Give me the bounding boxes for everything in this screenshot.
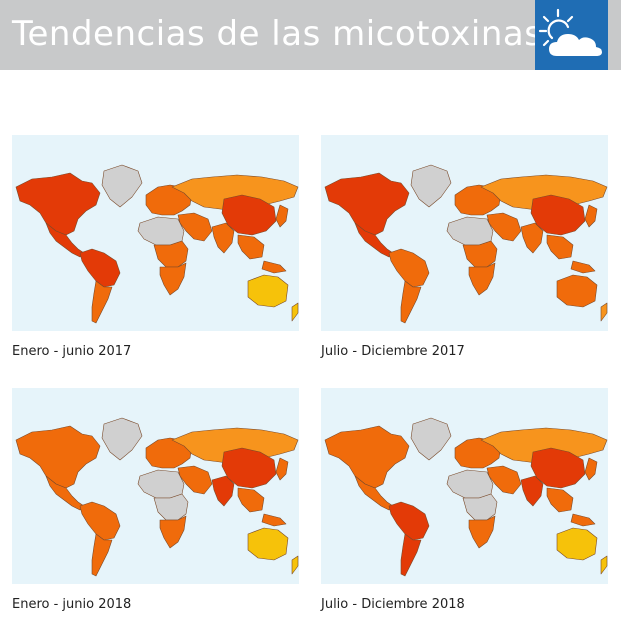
region-australia [247,274,289,308]
map-card: Julio - Diciembre 2018 [321,388,608,612]
region-europe [454,437,502,469]
region-greenland [101,164,143,208]
region-north-africa [446,216,494,246]
region-southern-africa [468,515,496,549]
region-southern-africa [468,262,496,296]
region-middle-east [177,465,213,495]
region-southern-africa [159,515,187,549]
region-central-africa [153,493,189,521]
map-caption: Julio - Diciembre 2018 [321,597,465,612]
region-greenland [101,417,143,461]
world-map [12,388,299,584]
region-greenland [410,417,452,461]
region-china [530,194,586,236]
map-card: Enero - junio 2017 [12,135,299,359]
region-russia [171,174,299,212]
region-north-america [15,172,101,236]
region-southeast-asia [546,487,596,527]
region-japan [584,457,598,481]
region-russia [480,427,608,465]
region-russia [171,427,299,465]
region-north-america [324,172,410,236]
map-caption: Enero - junio 2018 [12,597,132,612]
region-australia [556,527,598,561]
page-header: Tendencias de las micotoxinas [0,0,621,70]
region-south-america-north [388,501,430,541]
region-central-africa [462,240,498,268]
region-new-zealand [291,555,299,575]
world-map [321,135,608,331]
world-map [321,388,608,584]
region-south-america-south [400,533,422,577]
region-south-america-north [79,501,121,541]
sun-cloud-icon [538,8,602,56]
page-title: Tendencias de las micotoxinas [12,14,543,54]
region-japan [275,457,289,481]
region-north-africa [446,469,494,499]
region-central-africa [153,240,189,268]
map-caption: Julio - Diciembre 2017 [321,344,465,359]
region-north-africa [137,216,185,246]
region-new-zealand [600,302,608,322]
region-southern-africa [159,262,187,296]
region-europe [145,184,193,216]
region-new-zealand [600,555,608,575]
region-central-africa [462,493,498,521]
region-north-america [15,425,101,489]
region-south-america-north [388,248,430,288]
region-greenland [410,164,452,208]
region-europe [145,437,193,469]
region-europe [454,184,502,216]
region-russia [480,174,608,212]
region-china [221,447,277,489]
region-australia [247,527,289,561]
region-north-africa [137,469,185,499]
map-card: Julio - Diciembre 2017 [321,135,608,359]
region-new-zealand [291,302,299,322]
region-north-america [324,425,410,489]
region-southeast-asia [237,487,287,527]
region-south-america-north [79,248,121,288]
region-australia [556,274,598,308]
region-japan [584,204,598,228]
region-southeast-asia [546,234,596,274]
region-southeast-asia [237,234,287,274]
region-middle-east [177,212,213,242]
map-caption: Enero - junio 2017 [12,344,132,359]
map-card: Enero - junio 2018 [12,388,299,612]
logo [535,0,608,70]
region-japan [275,204,289,228]
world-map [12,135,299,331]
region-middle-east [486,465,522,495]
region-south-america-south [91,533,113,577]
region-china [530,447,586,489]
region-middle-east [486,212,522,242]
region-south-america-south [400,280,422,324]
region-china [221,194,277,236]
region-south-america-south [91,280,113,324]
